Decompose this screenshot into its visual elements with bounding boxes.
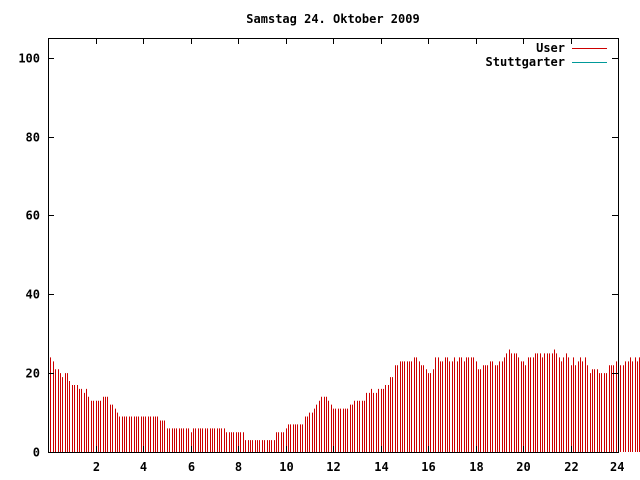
x-tick-label: 18 xyxy=(469,460,483,474)
y-tick-label: 100 xyxy=(18,52,40,66)
legend-label-stuttgarter: Stuttgarter xyxy=(486,55,565,69)
y-tick-label: 40 xyxy=(26,288,40,302)
x-tick-label: 24 xyxy=(610,460,624,474)
bar-series-user xyxy=(48,349,640,452)
x-axis: 2 4 6 8 10 12 14 16 18 20 22 24 xyxy=(93,38,625,474)
chart-title: Samstag 24. Oktober 2009 xyxy=(246,12,419,26)
x-tick-label: 6 xyxy=(188,460,195,474)
x-tick-label: 4 xyxy=(140,460,147,474)
legend: User Stuttgarter xyxy=(486,41,607,69)
y-tick-label: 20 xyxy=(26,367,40,381)
x-tick-label: 10 xyxy=(279,460,293,474)
x-tick-label: 14 xyxy=(374,460,388,474)
x-tick-label: 12 xyxy=(326,460,340,474)
y-axis: 0 20 40 60 80 100 xyxy=(18,52,618,460)
x-tick-label: 22 xyxy=(564,460,578,474)
legend-label-user: User xyxy=(536,41,565,55)
y-tick-label: 0 xyxy=(33,446,40,460)
x-tick-label: 8 xyxy=(235,460,242,474)
y-tick-label: 60 xyxy=(26,209,40,223)
x-tick-label: 2 xyxy=(93,460,100,474)
x-tick-label: 16 xyxy=(421,460,435,474)
y-tick-label: 80 xyxy=(26,131,40,145)
x-tick-label: 20 xyxy=(516,460,530,474)
